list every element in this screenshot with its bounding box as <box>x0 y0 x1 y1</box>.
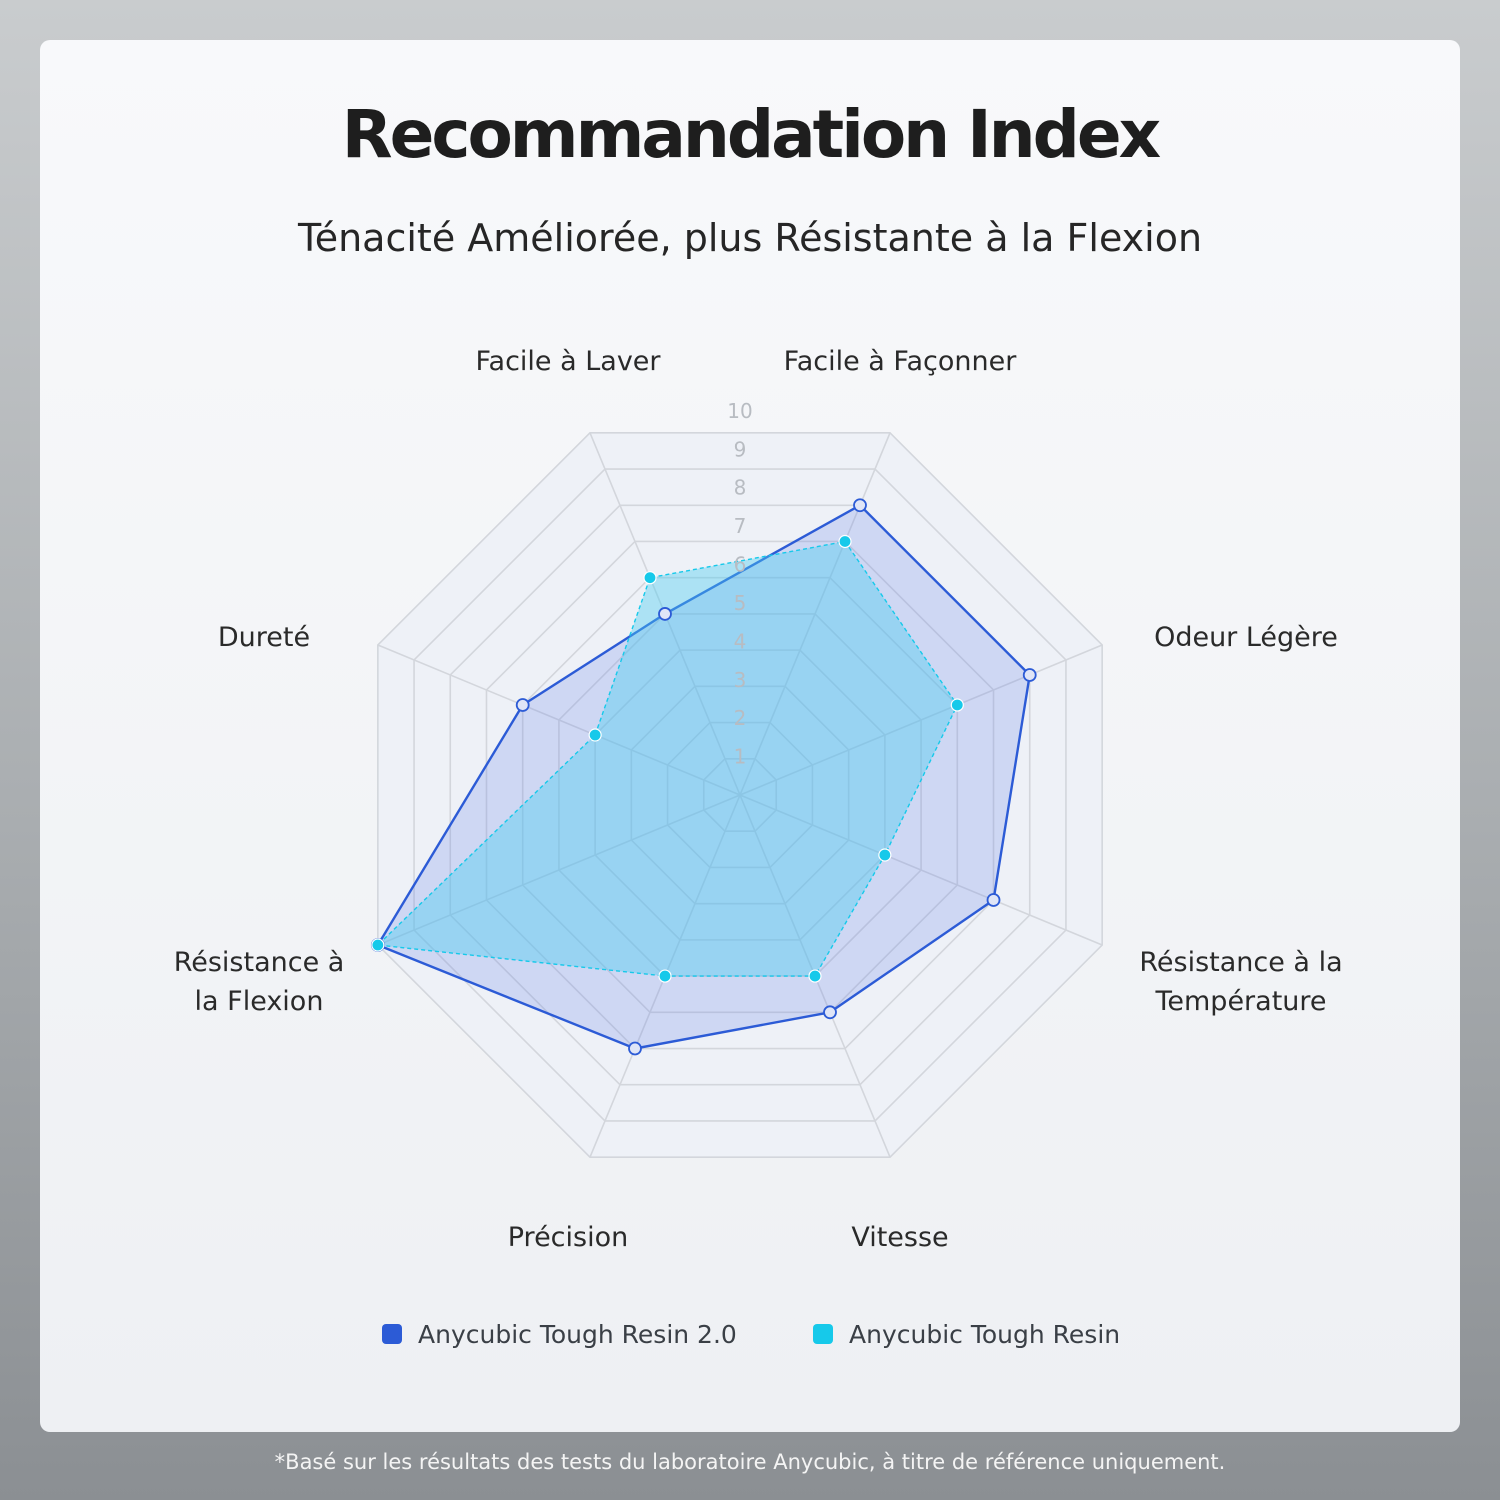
legend-label-tough-resin: Anycubic Tough Resin <box>849 1319 1121 1349</box>
series-1-point-1 <box>853 498 867 513</box>
series-1-point-4 <box>823 1005 837 1020</box>
axis-label-1: Facile à Façonner <box>784 346 1018 377</box>
series-1-point-5 <box>628 1041 642 1056</box>
chart-title: Recommandation Index <box>341 96 1162 173</box>
axis-label-7: Dureté <box>218 622 310 653</box>
tick-label-5: 5 <box>734 591 747 615</box>
radar-spoke-6 <box>377 794 741 946</box>
series-1-point-3 <box>986 893 1001 907</box>
axis-label-5: Précision <box>508 1222 628 1253</box>
axis-label-6-line-1: Résistance à <box>174 947 345 978</box>
series-2-point-2 <box>950 698 964 712</box>
tick-label-7: 7 <box>734 514 747 538</box>
footnote: *Basé sur les résultats des tests du lab… <box>274 1450 1226 1474</box>
tick-label-10: 10 <box>727 399 752 423</box>
tick-label-8: 8 <box>734 476 747 500</box>
legend-item-tough-resin: Anycubic Tough Resin <box>813 1316 1120 1352</box>
series-1-point-8 <box>658 607 672 621</box>
series-2-point-8 <box>643 571 657 585</box>
series-1-point-2 <box>1022 668 1037 682</box>
tick-label-9: 9 <box>734 437 747 461</box>
radar-series <box>370 498 1037 1056</box>
radar-spoke-3 <box>739 794 1103 946</box>
series-2-point-3 <box>878 848 892 862</box>
series-2-point-5 <box>658 969 672 983</box>
radar-spoke-1 <box>739 432 891 796</box>
axis-label-3-line-2: Température <box>1154 986 1326 1017</box>
radar-grid <box>377 432 1103 1158</box>
series-2-point-4 <box>808 969 822 983</box>
axis-label-4: Vitesse <box>851 1222 948 1253</box>
series-2-point-6 <box>371 938 385 952</box>
axis-label-6-line-2: la Flexion <box>195 986 324 1017</box>
axis-label-8: Facile à Laver <box>475 346 661 377</box>
series-1-point-7 <box>515 698 530 712</box>
axis-label-2: Odeur Légère <box>1154 622 1338 653</box>
tick-label-2: 2 <box>734 706 747 730</box>
tick-label-1: 1 <box>734 745 747 769</box>
legend-label-tough-resin-2: Anycubic Tough Resin 2.0 <box>418 1319 737 1349</box>
radar-spoke-2 <box>739 644 1103 796</box>
series-2-point-1 <box>838 534 852 549</box>
tick-label-4: 4 <box>734 629 747 653</box>
tick-label-6: 6 <box>734 553 747 577</box>
series-2-point-7 <box>588 728 602 742</box>
axis-label-3-line-1: Résistance à la <box>1139 947 1342 978</box>
legend-swatch-tough-resin <box>813 1324 833 1344</box>
radar-axis-labels: Facile à Façonner Odeur Légère Résistance … <box>174 346 1343 1253</box>
legend-swatch-tough-resin-2 <box>382 1324 402 1344</box>
legend-item-tough-resin-2: Anycubic Tough Resin 2.0 <box>382 1316 737 1352</box>
radar-spoke-7 <box>377 644 741 796</box>
radar-tick-labels: 1 2 3 4 5 6 7 8 9 10 <box>727 399 752 769</box>
chart-subtitle: Ténacité Améliorée, plus Résistante à la… <box>297 216 1203 260</box>
tick-label-3: 3 <box>734 668 747 692</box>
